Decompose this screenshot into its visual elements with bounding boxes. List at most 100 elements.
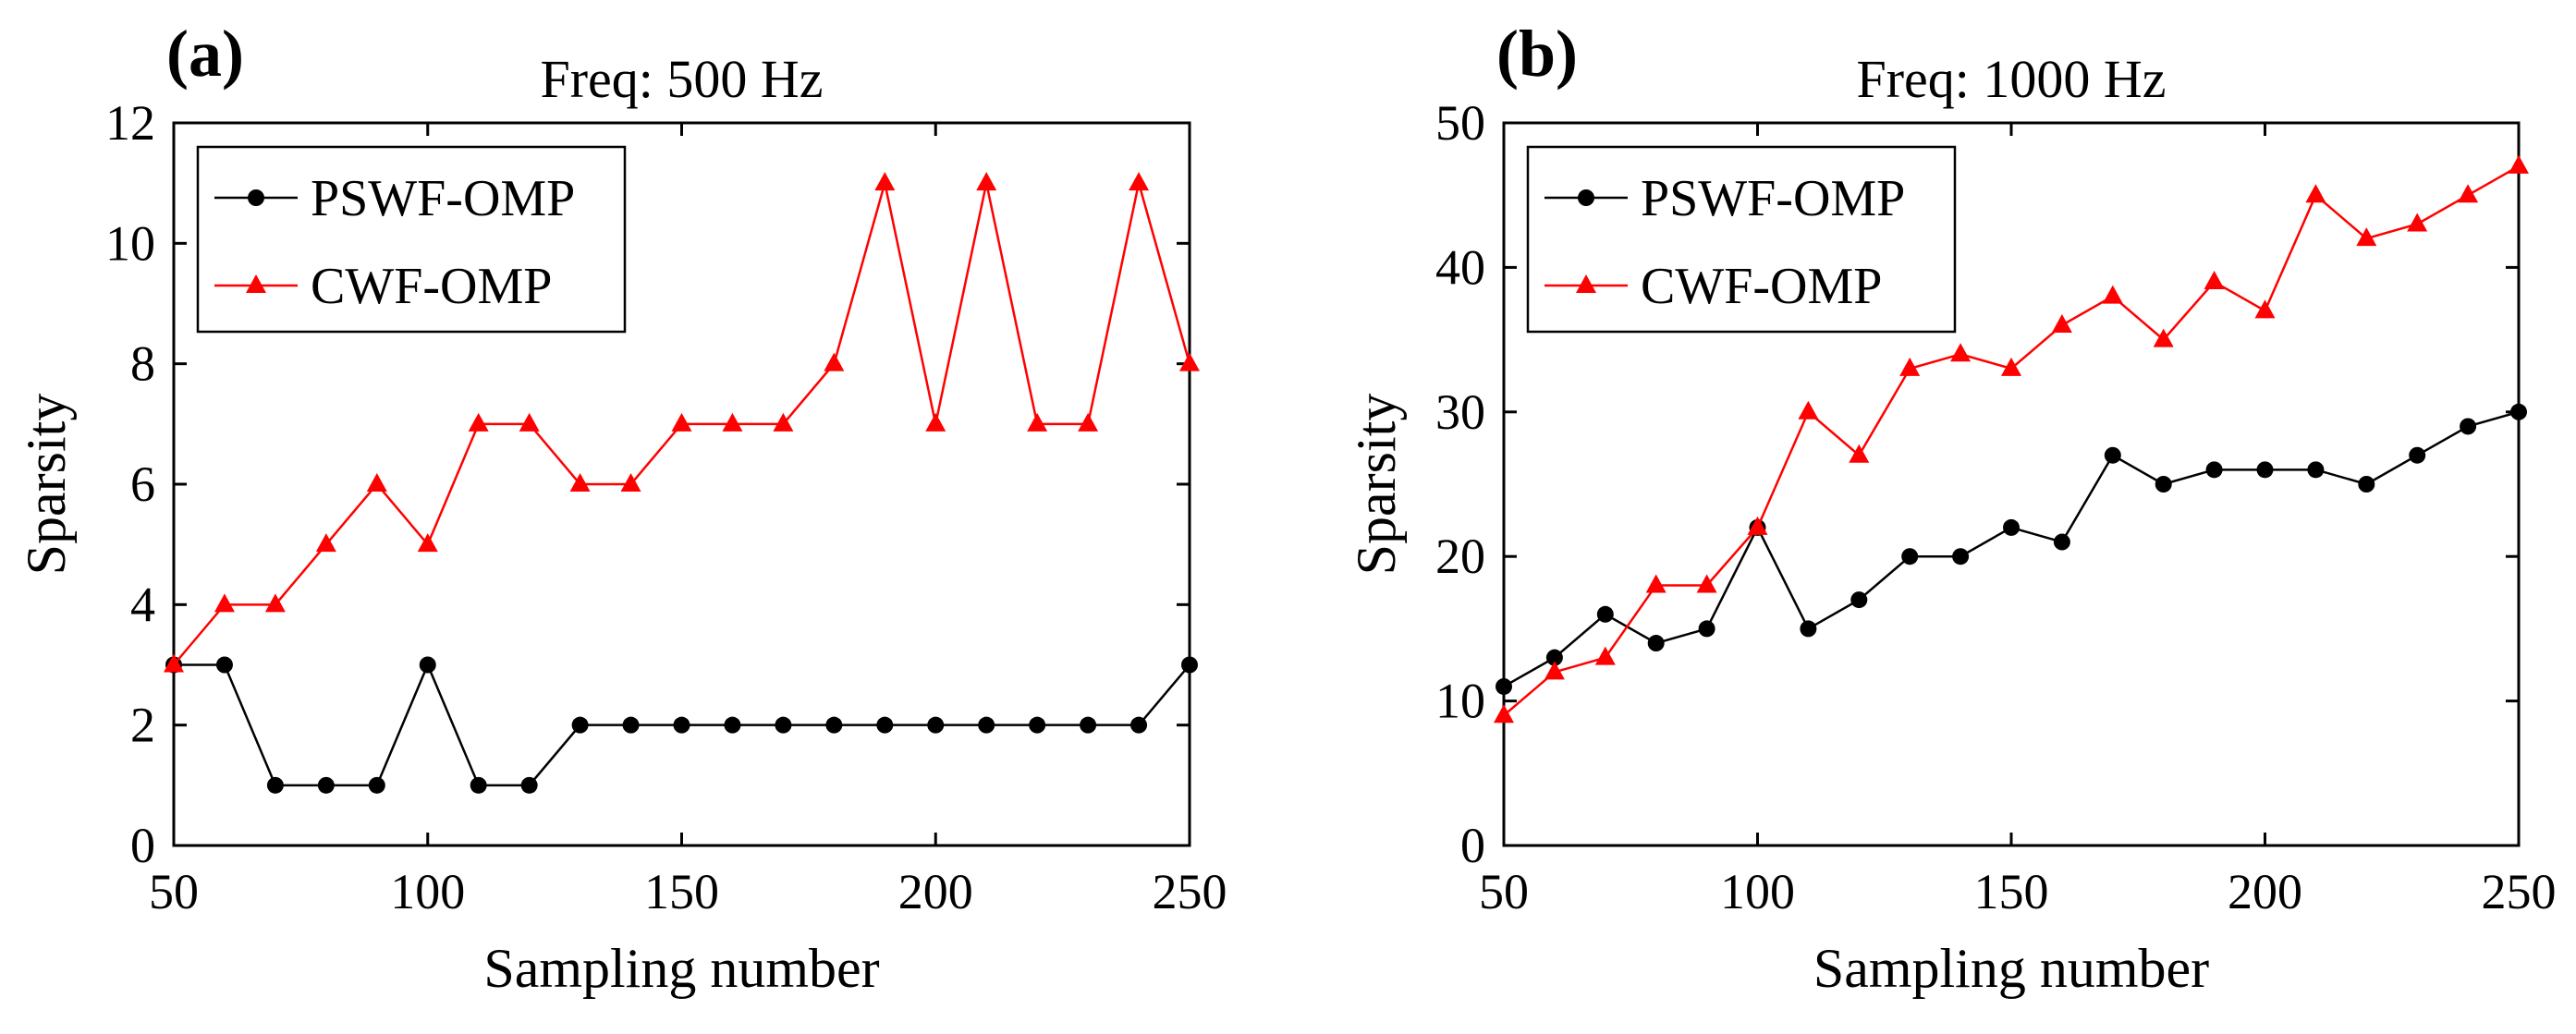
- x-tick-label: 50: [1479, 864, 1529, 919]
- data-point: [1129, 172, 1150, 191]
- data-point: [2051, 313, 2072, 333]
- y-tick-label: 2: [130, 698, 155, 753]
- data-point: [1029, 716, 1046, 734]
- data-point: [1078, 412, 1099, 432]
- data-point: [366, 473, 387, 492]
- x-tick-label: 100: [1720, 864, 1795, 919]
- y-tick-label: 4: [130, 577, 155, 632]
- data-point: [1130, 716, 1148, 734]
- data-point: [2104, 446, 2121, 464]
- y-tick-label: 12: [105, 95, 155, 151]
- data-point: [2254, 299, 2276, 319]
- data-point: [976, 172, 997, 191]
- y-tick-label: 0: [1460, 818, 1485, 873]
- legend-label: PSWF-OMP: [311, 170, 575, 227]
- data-point: [266, 776, 284, 794]
- data-point: [2305, 184, 2326, 203]
- data-point: [264, 593, 286, 613]
- x-tick-label: 250: [2482, 864, 2557, 919]
- data-point: [571, 716, 589, 734]
- data-point: [2409, 446, 2426, 464]
- data-point: [2001, 357, 2021, 376]
- data-point: [620, 473, 641, 492]
- data-point: [215, 656, 233, 674]
- y-tick-label: 50: [1435, 95, 1485, 151]
- chart-title: Freq: 1000 Hz: [1856, 49, 2166, 109]
- data-point: [1027, 412, 1048, 432]
- legend-marker: [248, 189, 264, 206]
- y-tick-label: 10: [1435, 674, 1485, 729]
- data-point: [673, 716, 690, 734]
- panel-label: (b): [1496, 17, 1578, 91]
- x-tick-label: 250: [1153, 864, 1227, 919]
- data-point: [1544, 661, 1565, 680]
- data-point: [2356, 227, 2377, 247]
- data-point: [519, 412, 540, 432]
- y-tick-label: 20: [1435, 529, 1485, 584]
- data-point: [2510, 403, 2527, 420]
- data-point: [927, 716, 945, 734]
- y-tick-label: 10: [105, 215, 155, 271]
- data-point: [1181, 656, 1198, 674]
- data-point: [1800, 620, 1817, 638]
- data-point: [2407, 213, 2428, 232]
- series-cwf-omp: [1494, 154, 2529, 724]
- y-tick-label: 6: [130, 456, 155, 512]
- data-point: [1080, 716, 1097, 734]
- y-tick-label: 40: [1435, 239, 1485, 295]
- x-tick-label: 100: [390, 864, 465, 919]
- series-pswf-omp: [165, 656, 1198, 794]
- data-point: [1496, 677, 1512, 695]
- data-point: [569, 473, 591, 492]
- data-point: [164, 653, 184, 673]
- data-point: [419, 656, 436, 674]
- data-point: [1494, 704, 1514, 724]
- x-tick-label: 150: [644, 864, 719, 919]
- data-point: [1850, 591, 1868, 609]
- data-point: [2509, 154, 2529, 174]
- data-point: [2155, 476, 2172, 493]
- data-point: [876, 716, 894, 734]
- legend-marker: [1578, 189, 1594, 206]
- data-point: [368, 776, 385, 794]
- data-point: [214, 593, 235, 613]
- data-point: [622, 716, 640, 734]
- y-axis-label: Sparsity: [1346, 394, 1407, 576]
- data-point: [2153, 328, 2174, 347]
- data-point: [825, 716, 843, 734]
- data-point: [1849, 444, 1870, 463]
- data-point: [925, 412, 946, 432]
- data-point: [2003, 518, 2020, 536]
- data-point: [671, 412, 692, 432]
- x-tick-label: 50: [149, 864, 199, 919]
- legend-label: PSWF-OMP: [1641, 170, 1905, 227]
- data-point: [417, 533, 438, 553]
- data-point: [874, 172, 896, 191]
- legend-box: [1526, 145, 1957, 334]
- data-point: [1545, 649, 1563, 666]
- legend-label: CWF-OMP: [1641, 258, 1882, 315]
- chart-title: Freq: 500 Hz: [540, 49, 823, 109]
- data-point: [1698, 620, 1715, 638]
- data-point: [520, 776, 538, 794]
- data-point: [722, 412, 743, 432]
- data-point: [978, 716, 995, 734]
- legend-box: [196, 145, 627, 334]
- data-point: [468, 412, 489, 432]
- chart-panel-a: 50 100 150 200 250 0 2 4 6 8 10 12 Sampling number Sp…: [16, 17, 1227, 999]
- data-point: [1594, 646, 1616, 665]
- data-point: [2458, 184, 2479, 203]
- data-point: [1179, 352, 1200, 371]
- x-tick-label: 200: [2228, 864, 2302, 919]
- data-point: [2204, 271, 2225, 290]
- y-tick-label: 30: [1435, 384, 1485, 440]
- data-point: [315, 533, 336, 553]
- data-point: [1696, 574, 1717, 593]
- data-point: [1950, 343, 1972, 362]
- data-point: [1798, 400, 1819, 420]
- data-point: [775, 716, 792, 734]
- data-point: [824, 352, 845, 371]
- y-tick-label: 0: [130, 818, 155, 873]
- data-point: [2053, 533, 2070, 551]
